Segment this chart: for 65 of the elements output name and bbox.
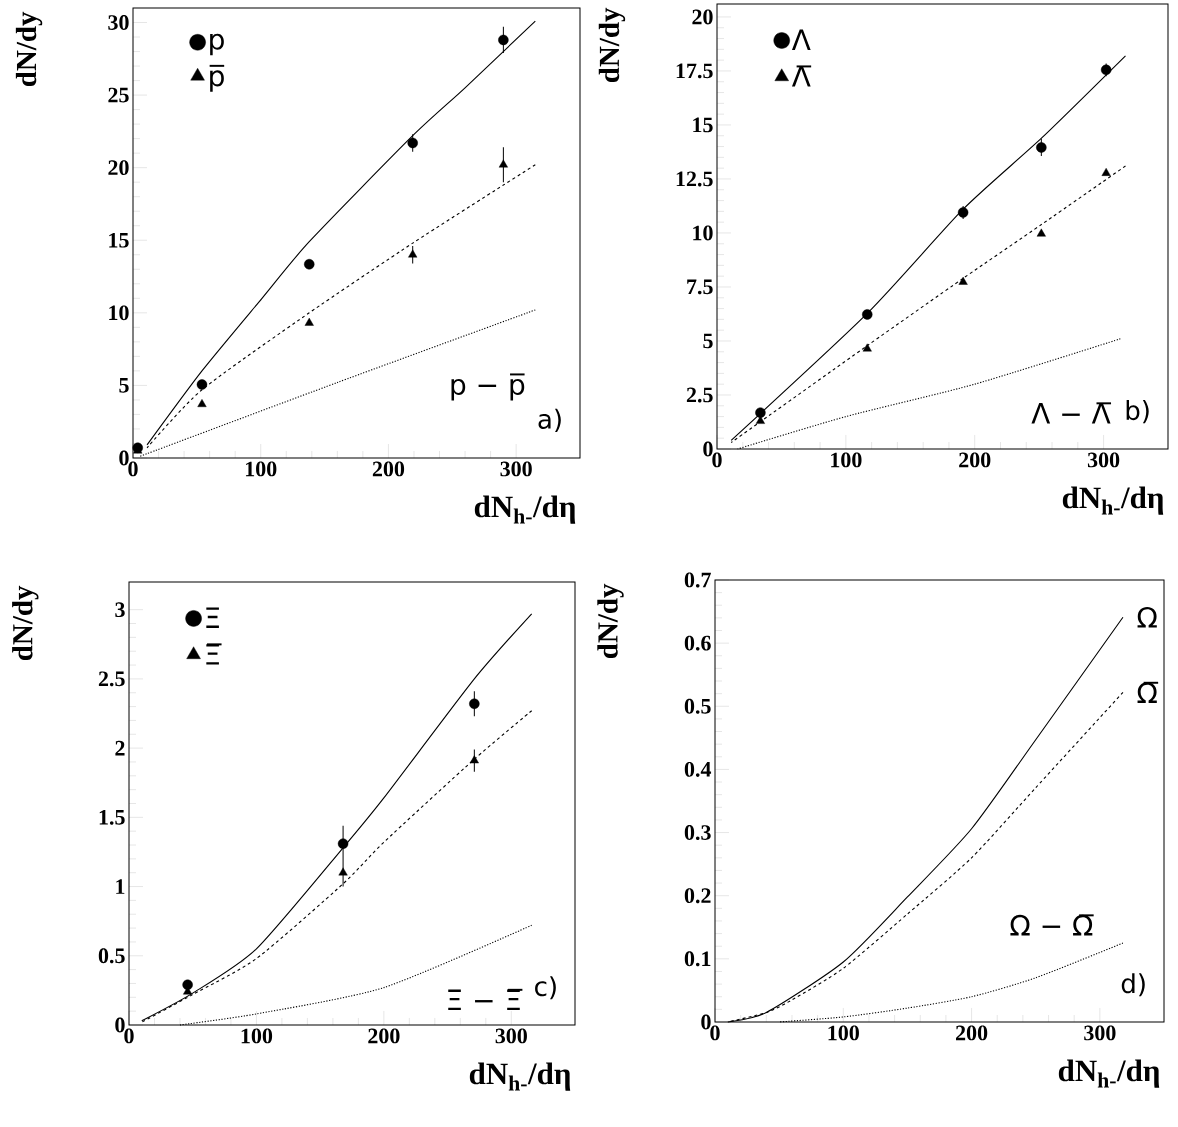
annotation: b)	[1126, 400, 1149, 424]
series-label: Ξ − Ξ̅	[448, 988, 523, 1010]
legend-label: p	[210, 33, 224, 56]
y-tick-label: 0.5	[98, 948, 125, 964]
y-tick-label: 20	[692, 9, 713, 25]
y-tick-label: 2	[115, 740, 125, 756]
legend-label: Ξ	[206, 607, 219, 628]
annotation: a)	[538, 408, 561, 432]
y-tick-label: 30	[108, 15, 129, 30]
y-tick-label: 0.1	[684, 951, 711, 967]
y-axis-title: dN/dy	[598, 7, 626, 83]
legend-label: Λ̅	[791, 65, 812, 87]
y-tick-label: 20	[108, 160, 129, 176]
y-tick-label: 0	[703, 441, 713, 457]
x-axis-title: dN$_{h-}$/dη	[474, 495, 576, 524]
y-tick-label: 0	[701, 1014, 711, 1030]
y-tick-label: 2.5	[686, 387, 713, 403]
series-label: Ω	[1137, 606, 1157, 628]
x-tick-label: 100	[245, 461, 277, 477]
x-tick-label: 100	[241, 1028, 273, 1044]
x-tick-label: 200	[372, 461, 405, 477]
y-tick-label: 0.3	[684, 825, 711, 841]
y-tick-label: 5	[119, 378, 129, 393]
x-axis-title: dN$_{h-}$/dη	[1062, 486, 1164, 515]
x-axis-title: dN$_{h-}$/dη	[1058, 1059, 1160, 1088]
y-tick-label: 25	[108, 87, 129, 103]
y-tick-label: 0.5	[684, 698, 711, 714]
y-tick-label: 7.5	[687, 279, 713, 295]
x-tick-label: 300	[1087, 452, 1120, 468]
series-label: Ω − Ω̅	[1010, 914, 1094, 936]
x-axis-title: dN$_{h-}$/dη	[469, 1062, 571, 1091]
legend-label: p̅	[209, 64, 225, 92]
x-tick-label: 300	[500, 461, 532, 477]
y-tick-label: 10	[693, 225, 713, 241]
y-axis-title: dN/dy	[12, 585, 39, 661]
y-tick-label: 0.7	[684, 572, 711, 588]
x-tick-label: 200	[956, 1025, 988, 1041]
annotation: d)	[1121, 973, 1145, 997]
legend-label: Λ	[791, 29, 811, 50]
x-tick-label: 200	[368, 1028, 400, 1044]
series-label: Ω̅	[1137, 681, 1159, 703]
y-axis-title: dN/dy	[597, 583, 624, 659]
y-tick-label: 2.5	[98, 671, 125, 687]
y-tick-label: 17.5	[676, 63, 713, 79]
y-tick-label: 0.4	[684, 761, 712, 777]
y-tick-label: 3	[115, 602, 125, 618]
series-label: p − p̅	[451, 373, 525, 401]
y-tick-label: 1.5	[99, 809, 125, 825]
x-tick-label: 200	[959, 452, 991, 468]
x-tick-label: 300	[495, 1028, 527, 1044]
y-tick-label: 0.2	[684, 888, 711, 904]
y-tick-label: 0.6	[684, 635, 711, 651]
y-axis-title: dN/dy	[15, 11, 43, 87]
y-tick-label: 12.5	[676, 171, 713, 187]
x-tick-label: 100	[831, 452, 862, 468]
y-tick-label: 1	[116, 879, 125, 894]
y-tick-label: 5	[703, 333, 713, 349]
y-tick-label: 15	[693, 117, 713, 133]
legend-label: Ξ̅	[206, 643, 222, 665]
y-tick-label: 10	[109, 305, 129, 321]
y-tick-label: 15	[109, 232, 129, 248]
x-tick-label: 300	[1084, 1025, 1116, 1041]
annotation: c)	[535, 976, 556, 1000]
series-label: Λ − Λ̅	[1031, 402, 1112, 424]
x-tick-label: 100	[828, 1025, 859, 1041]
